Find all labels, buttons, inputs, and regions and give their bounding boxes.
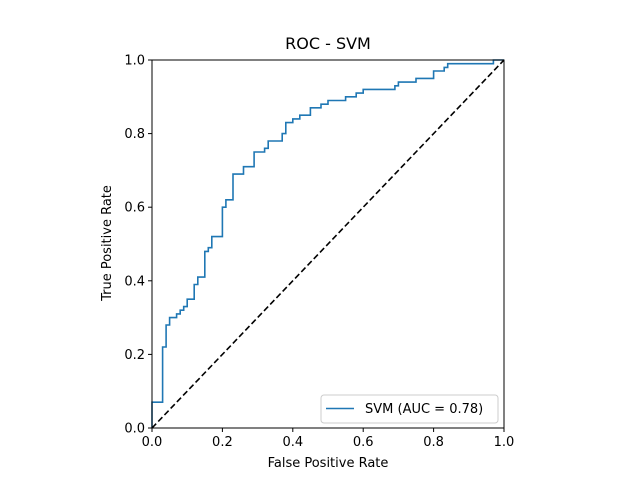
y-axis-ticks: 0.0 0.2 0.4 0.6 0.8 1.0: [124, 54, 152, 437]
y-tick-label: 0.4: [124, 274, 145, 289]
y-tick-label: 0.8: [124, 127, 145, 142]
x-tick-label: 0.6: [353, 435, 374, 450]
y-tick-label: 0.6: [124, 201, 145, 216]
x-axis-label: False Positive Rate: [268, 456, 389, 471]
x-tick-label: 0.2: [212, 435, 233, 450]
y-tick-label: 1.0: [124, 54, 145, 69]
series-layer: [151, 59, 505, 429]
roc-curve-line: [151, 59, 504, 428]
legend-box: [320, 394, 499, 424]
y-tick-label: 0.0: [124, 422, 145, 437]
chance-diagonal-line: [151, 59, 505, 429]
x-axis-ticks: 0.0 0.2 0.4 0.6 0.8 1.0: [142, 428, 515, 450]
x-tick-label: 0.8: [423, 435, 444, 450]
x-tick-label: 0.4: [282, 435, 303, 450]
axes-frame: [151, 59, 505, 429]
chart-title: ROC - SVM: [285, 34, 371, 53]
plot-area: [151, 59, 505, 429]
y-axis-label: True Positive Rate: [100, 185, 115, 302]
y-tick-label: 0.2: [124, 348, 145, 363]
legend-label: SVM (AUC = 0.78): [365, 402, 483, 417]
legend: SVM (AUC = 0.78): [320, 394, 499, 424]
x-tick-label: 1.0: [494, 435, 515, 450]
x-tick-label: 0.0: [142, 435, 163, 450]
